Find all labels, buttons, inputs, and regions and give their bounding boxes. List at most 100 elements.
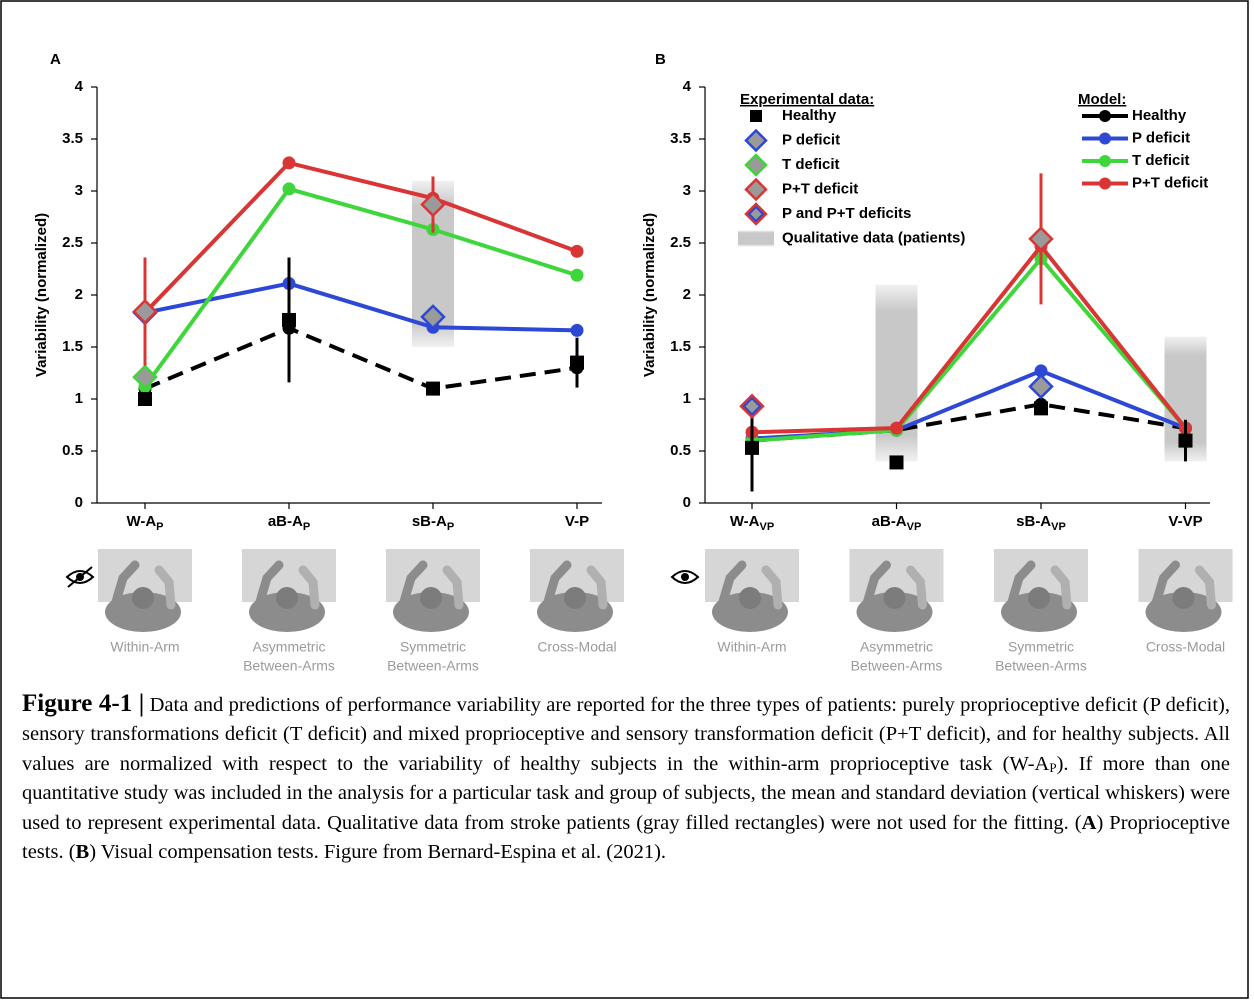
- category: W-A: [730, 513, 760, 530]
- model-line: [751, 242, 1188, 435]
- head: [420, 587, 442, 609]
- y-tick-label: 1.5: [670, 338, 691, 355]
- torso: [105, 592, 181, 632]
- caption: Figure 4-1 | Data and predictions of per…: [22, 689, 1230, 867]
- head: [132, 587, 154, 609]
- head: [564, 587, 586, 609]
- experimental-point: [1178, 433, 1193, 448]
- panel-label: B: [655, 51, 666, 68]
- caption-run: P: [1049, 759, 1057, 775]
- y-tick-label: 3.5: [62, 130, 83, 147]
- experimental-point: [1034, 401, 1048, 416]
- legend-marker: [1099, 110, 1111, 122]
- legend-label: P deficit: [1132, 129, 1190, 146]
- y-tick-label: 1: [683, 390, 691, 407]
- x-tick-label: W-AVP: [730, 513, 774, 533]
- arm: [1050, 565, 1072, 610]
- head: [276, 587, 298, 609]
- model-line: [143, 160, 578, 315]
- category-subscript: P: [447, 521, 454, 533]
- eye-pupil: [681, 573, 689, 581]
- experimental-point: [420, 191, 446, 218]
- arm: [717, 560, 747, 610]
- legend-marker-inner: [747, 205, 765, 223]
- task-label: Between-Arms: [387, 658, 479, 674]
- y-tick-label: 0: [75, 494, 83, 511]
- y-tick-label: 4: [75, 78, 84, 95]
- category: aB-A: [268, 513, 303, 530]
- caption-run: ) Visual compensation tests. Figure from…: [89, 841, 667, 864]
- y-axis-label: Variability (normalized): [641, 213, 658, 377]
- legend-marker: [744, 177, 768, 202]
- legend-title: Experimental data:: [740, 91, 874, 108]
- legend-label: T deficit: [782, 156, 840, 173]
- legend-marker: [744, 153, 768, 177]
- x-tick-label: sB-AP: [412, 513, 454, 533]
- panel-label: A: [50, 51, 61, 68]
- y-tick-label: 3.5: [670, 130, 691, 147]
- model-line: [143, 186, 578, 388]
- legend-label: Qualitative data (patients): [782, 229, 965, 246]
- eye-cross: [67, 566, 93, 588]
- legend-marker: [1099, 155, 1111, 167]
- y-axis-label: Variability (normalized): [33, 213, 50, 377]
- torso: [1001, 592, 1077, 632]
- model-line: [751, 255, 1188, 443]
- task-label: Asymmetric: [860, 639, 933, 655]
- model-point: [890, 421, 903, 435]
- arm: [1151, 560, 1180, 610]
- arm: [442, 565, 464, 610]
- experimental-point: [282, 312, 296, 327]
- arm: [586, 565, 608, 610]
- legend-label: T deficit: [1132, 152, 1190, 169]
- legend-marker: [1099, 132, 1111, 145]
- experimental-point: [420, 304, 446, 330]
- model-line: [144, 281, 578, 333]
- y-tick-label: 0.5: [670, 442, 691, 459]
- category-subscript: P: [156, 521, 163, 533]
- y-tick-label: 2.5: [62, 234, 83, 251]
- caption-run: A: [1081, 811, 1097, 834]
- caption-run: ) Proprioceptive tests. (: [22, 811, 1230, 864]
- experimental-point: [739, 393, 765, 420]
- legend-label: P+T deficit: [782, 180, 858, 197]
- diamond-inner-edge: [742, 396, 762, 416]
- arm: [154, 565, 176, 610]
- category: sB-A: [1016, 513, 1051, 530]
- legend-title: Model:: [1078, 91, 1126, 108]
- x-tick-label: aB-AP: [268, 513, 310, 533]
- experimental-point: [745, 440, 759, 455]
- legend-marker: [750, 110, 762, 122]
- caption-run: Data and predictions of performance vari…: [22, 694, 1230, 775]
- experimental-point: [889, 455, 904, 470]
- task-label: Cross-Modal: [1146, 639, 1225, 655]
- arm: [398, 560, 428, 610]
- task-label: Asymmetric: [252, 639, 325, 655]
- y-tick-label: 3: [683, 182, 691, 199]
- arm: [906, 565, 927, 610]
- eye-icon: [670, 570, 700, 584]
- arm: [110, 560, 140, 610]
- task-label: Cross-Modal: [537, 639, 616, 655]
- head: [1028, 587, 1050, 609]
- model-line: [144, 326, 578, 391]
- x-tick-label: W-AP: [126, 513, 163, 533]
- model-point: [570, 323, 584, 337]
- torso: [537, 592, 613, 632]
- y-tick-label: 1: [75, 390, 83, 407]
- task-label: Between-Arms: [851, 658, 943, 674]
- x-tick-label: V-VP: [1168, 513, 1202, 530]
- torso: [712, 592, 788, 632]
- category: W-A: [126, 513, 156, 530]
- model-line: [751, 402, 1186, 443]
- legend-marker: [744, 128, 768, 153]
- category-subscript: P: [303, 521, 310, 533]
- legend-label: Healthy: [1132, 107, 1187, 124]
- arm: [862, 560, 891, 610]
- task-label: Symmetric: [400, 639, 466, 655]
- experimental-point: [1028, 226, 1054, 252]
- torso: [856, 592, 933, 632]
- task-label: Within-Arm: [717, 639, 786, 655]
